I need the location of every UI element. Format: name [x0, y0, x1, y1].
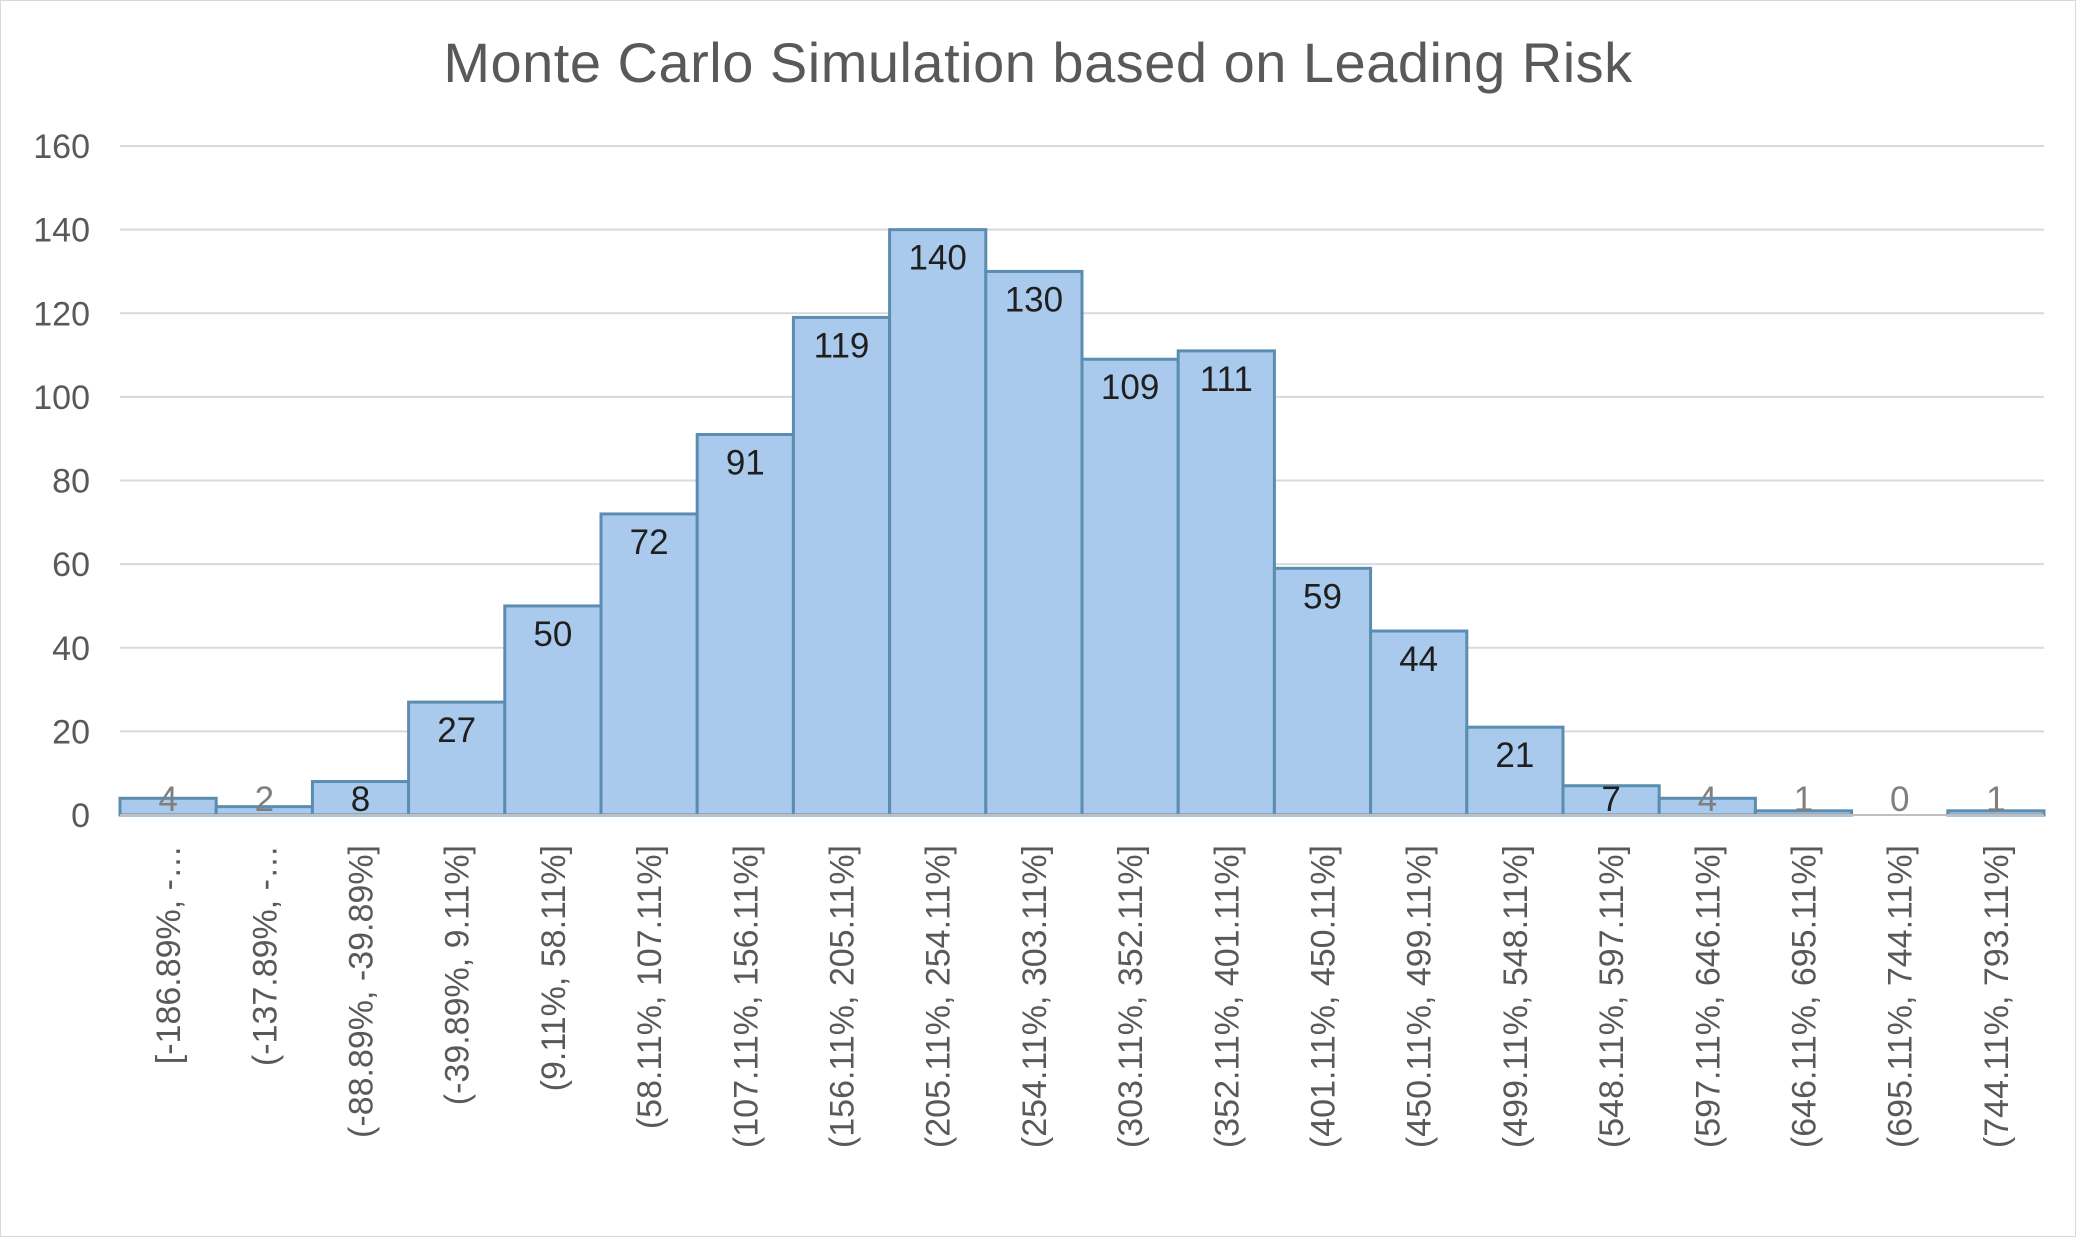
chart-title: Monte Carlo Simulation based on Leading … — [443, 31, 1633, 94]
bar — [407, 700, 507, 817]
x-tick-label: (205.11%, 254.11%] — [920, 845, 958, 1148]
x-tick-label: (107.11%, 156.11%] — [727, 845, 765, 1148]
data-label: 1 — [1986, 780, 2005, 819]
data-label: 1 — [1794, 780, 1813, 819]
x-tick-label: (9.11%, 58.11%] — [535, 845, 573, 1091]
y-tick-label: 120 — [33, 295, 90, 333]
data-label: 59 — [1303, 577, 1342, 616]
y-tick-label: 100 — [33, 379, 90, 417]
data-label: 130 — [1005, 280, 1063, 319]
y-axis-ticks: 0 20 40 60 80 100 120 140 160 — [33, 128, 90, 835]
data-label: 8 — [351, 780, 370, 819]
bars — [118, 228, 2046, 817]
x-tick-label: (401.11%, 450.11%] — [1305, 845, 1343, 1148]
y-tick-label: 60 — [52, 546, 90, 584]
x-tick-label: (-39.89%, 9.11%] — [439, 845, 477, 1105]
x-tick-label: (744.11%, 793.11%] — [1978, 845, 2016, 1148]
data-label: 91 — [726, 444, 765, 483]
x-tick-label: (548.11%, 597.11%] — [1593, 845, 1631, 1148]
x-tick-label: (597.11%, 646.11%] — [1689, 845, 1727, 1148]
data-label: 109 — [1101, 368, 1159, 407]
x-axis-ticks: [-186.89%, -… (-137.89%, -… (-88.89%, -39.… — [150, 845, 2016, 1148]
data-label: 4 — [1698, 780, 1717, 819]
data-label: 27 — [437, 711, 476, 750]
y-tick-label: 20 — [52, 713, 90, 751]
data-label: 72 — [630, 523, 669, 562]
x-tick-label: (-88.89%, -39.89%] — [343, 845, 381, 1138]
data-label: 4 — [158, 780, 177, 819]
data-label: 111 — [1200, 360, 1253, 399]
bar — [503, 604, 603, 817]
bar — [1176, 349, 1276, 817]
data-label: 0 — [1890, 780, 1909, 819]
x-tick-label: (646.11%, 695.11%] — [1786, 845, 1824, 1148]
x-tick-label: (254.11%, 303.11%] — [1016, 845, 1054, 1148]
bar — [984, 269, 1084, 817]
bar — [1080, 357, 1180, 817]
bar — [791, 315, 892, 817]
x-tick-label: (695.11%, 744.11%] — [1882, 845, 1920, 1148]
data-label: 21 — [1495, 736, 1534, 775]
y-tick-label: 0 — [71, 797, 90, 835]
y-tick-label: 140 — [33, 212, 90, 250]
bar — [888, 228, 988, 817]
y-tick-label: 40 — [52, 630, 90, 668]
x-tick-label: (-137.89%, -… — [246, 845, 284, 1066]
y-tick-label: 160 — [33, 128, 90, 166]
data-labels: 4 2 8 27 50 72 91 119 140 130 109 111 59 44 21 7 4 1 0 1 — [158, 239, 2005, 819]
data-label: 44 — [1399, 640, 1438, 679]
bar — [695, 433, 795, 817]
x-tick-label: (156.11%, 205.11%] — [824, 845, 862, 1148]
x-tick-label: (450.11%, 499.11%] — [1401, 845, 1439, 1148]
bar — [1465, 725, 1565, 817]
x-tick-label: [-186.89%, -… — [150, 845, 188, 1064]
data-label: 7 — [1601, 780, 1620, 819]
data-label: 140 — [908, 239, 966, 278]
x-tick-label: (303.11%, 352.11%] — [1112, 845, 1150, 1148]
y-tick-label: 80 — [52, 463, 90, 501]
x-tick-label: (352.11%, 401.11%] — [1208, 845, 1246, 1148]
x-tick-label: (58.11%, 107.11%] — [631, 845, 669, 1129]
data-label: 119 — [814, 326, 870, 365]
data-label: 50 — [533, 615, 572, 654]
x-tick-label: (499.11%, 548.11%] — [1497, 845, 1535, 1148]
data-label: 2 — [255, 780, 274, 819]
